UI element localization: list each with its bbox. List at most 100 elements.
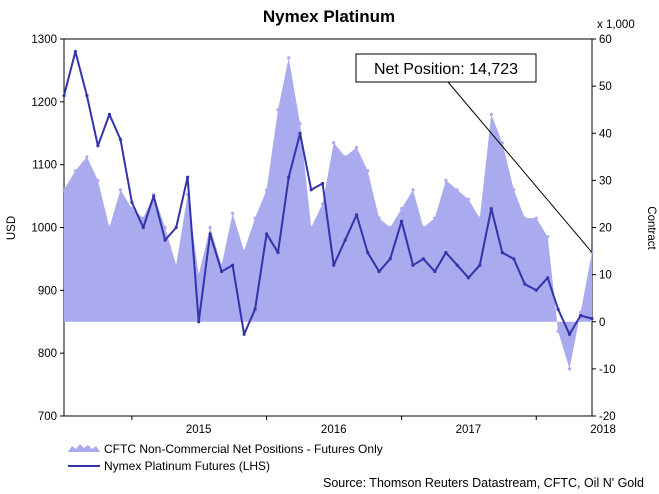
platinum-price-point bbox=[174, 225, 178, 230]
platinum-price-point bbox=[242, 332, 246, 336]
platinum-price-point bbox=[579, 313, 583, 318]
net-position-point bbox=[141, 216, 145, 220]
platinum-price-point bbox=[62, 94, 66, 98]
right-tick-label: 30 bbox=[599, 175, 612, 187]
platinum-price-point bbox=[73, 50, 77, 54]
net-position-point bbox=[208, 225, 212, 230]
net-position-point bbox=[85, 155, 89, 159]
net-position-point bbox=[174, 263, 178, 267]
platinum-price-point bbox=[197, 320, 201, 324]
net-position-point bbox=[62, 188, 66, 192]
left-tick-label: 1200 bbox=[31, 97, 57, 109]
platinum-price-point bbox=[388, 257, 392, 261]
left-tick-label: 1300 bbox=[31, 34, 57, 46]
net-position-point bbox=[163, 225, 167, 230]
platinum-price-point bbox=[567, 332, 572, 336]
net-position-point bbox=[130, 207, 134, 211]
x-tick-label: 2018 bbox=[590, 424, 616, 436]
net-position-point bbox=[276, 108, 280, 112]
platinum-price-line bbox=[63, 50, 593, 336]
platinum-price-point bbox=[444, 251, 448, 255]
platinum-price-point bbox=[208, 232, 212, 236]
net-position-point bbox=[366, 169, 370, 173]
legend-label-line: Nymex Platinum Futures (LHS) bbox=[104, 459, 270, 473]
net-position-point bbox=[411, 188, 415, 192]
x-tick-label: 2017 bbox=[456, 424, 482, 436]
right-tick-label: -10 bbox=[599, 364, 616, 376]
x-tick-label: 2016 bbox=[321, 424, 347, 436]
right-tick-label: 10 bbox=[599, 270, 612, 282]
net-position-point bbox=[512, 188, 516, 192]
left-tick-label: 1100 bbox=[32, 160, 57, 172]
net-position-point bbox=[523, 216, 527, 220]
right-tick-label: 40 bbox=[599, 128, 612, 140]
left-tick-label: 700 bbox=[38, 411, 57, 423]
net-position-point bbox=[546, 235, 550, 239]
net-position-point bbox=[73, 169, 77, 173]
net-position-point bbox=[478, 216, 482, 220]
platinum-price-point bbox=[186, 175, 190, 179]
platinum-price-point bbox=[366, 251, 370, 255]
platinum-price-point bbox=[534, 288, 538, 292]
platinum-price-point bbox=[130, 200, 134, 204]
platinum-price-point bbox=[220, 269, 224, 274]
platinum-price-point bbox=[546, 276, 550, 280]
platinum-price-point bbox=[421, 257, 425, 261]
net-position-point bbox=[321, 202, 325, 206]
right-axis-unit-label: x 1,000 bbox=[597, 19, 635, 31]
platinum-price-point bbox=[231, 263, 235, 267]
right-tick-label: 60 bbox=[599, 34, 612, 46]
net-position-point bbox=[377, 216, 381, 220]
platinum-price-point bbox=[523, 282, 527, 286]
x-axis-ticks: 2015 2016 2017 2018 bbox=[131, 416, 616, 436]
net-position-point bbox=[421, 225, 425, 230]
net-position-point bbox=[96, 178, 100, 182]
platinum-price-point bbox=[500, 251, 504, 255]
left-axis-title: USD bbox=[6, 216, 18, 240]
platinum-price-point bbox=[298, 131, 302, 135]
platinum-price-point bbox=[163, 238, 167, 242]
net-position-point bbox=[489, 112, 493, 116]
right-tick-label: 20 bbox=[599, 223, 612, 235]
net-position-point bbox=[107, 225, 111, 230]
net-position-point bbox=[231, 211, 235, 215]
platinum-price-point bbox=[478, 263, 482, 267]
net-position-point bbox=[388, 225, 392, 230]
platinum-price-point bbox=[433, 269, 437, 274]
legend-label-area: CFTC Non-Commercial Net Positions - Futu… bbox=[104, 442, 383, 456]
platinum-price-point bbox=[590, 317, 594, 321]
left-tick-label: 1000 bbox=[31, 223, 57, 235]
net-position-point bbox=[197, 273, 201, 277]
platinum-price-point bbox=[400, 219, 404, 223]
annotation-text: Net Position: 14,723 bbox=[374, 61, 518, 78]
left-axis-ticks: 700 800 900 1000 1100 1200 1300 bbox=[31, 34, 64, 423]
platinum-price-point bbox=[489, 207, 493, 211]
platinum-price-point bbox=[118, 137, 123, 142]
platinum-price-point bbox=[321, 181, 325, 186]
legend: CFTC Non-Commercial Net Positions - Futu… bbox=[68, 442, 383, 473]
right-axis-title: Contract bbox=[645, 206, 657, 250]
platinum-price-point bbox=[411, 263, 415, 267]
net-position-point bbox=[242, 249, 246, 253]
net-position-point bbox=[444, 178, 448, 182]
net-position-point bbox=[298, 122, 302, 126]
net-positions-area-layer bbox=[62, 56, 594, 371]
net-position-point bbox=[534, 216, 538, 220]
platinum-price-point bbox=[455, 263, 459, 267]
platinum-price-point bbox=[309, 188, 313, 192]
platinum-price-point bbox=[152, 194, 156, 198]
platinum-price-point bbox=[466, 276, 470, 280]
net-position-point bbox=[287, 56, 291, 60]
right-tick-label: 50 bbox=[599, 81, 612, 93]
right-axis-ticks: -20 -10 0 10 20 30 40 50 60 bbox=[592, 34, 616, 423]
platinum-price-point bbox=[343, 238, 347, 242]
net-position-point bbox=[567, 367, 572, 371]
net-position-point bbox=[466, 197, 470, 201]
annotation-pointer bbox=[447, 81, 593, 253]
net-position-point bbox=[118, 188, 123, 192]
chart-title: Nymex Platinum bbox=[263, 7, 395, 26]
net-position-point bbox=[309, 225, 313, 230]
platinum-price-point bbox=[96, 144, 100, 148]
left-tick-label: 900 bbox=[38, 285, 57, 297]
